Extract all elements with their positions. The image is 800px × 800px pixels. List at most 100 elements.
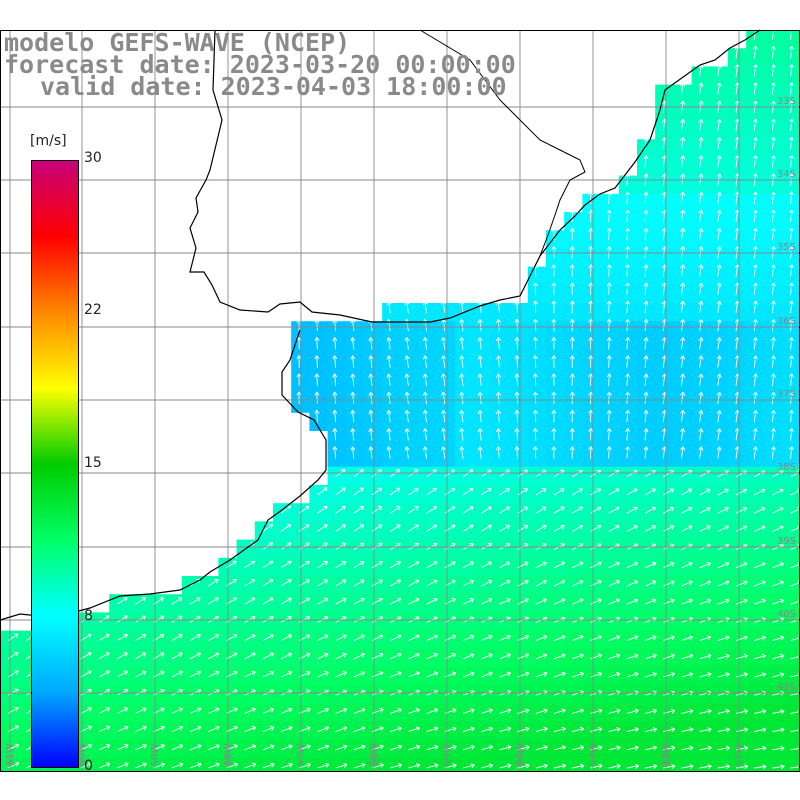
wind-arrow [98, 652, 110, 660]
wind-arrow [499, 671, 512, 678]
wind-arrow [317, 579, 329, 587]
wind-arrow [680, 191, 686, 204]
wind-arrow [244, 670, 256, 678]
wind-cell [728, 284, 747, 304]
wind-cell [637, 321, 656, 340]
wind-arrow [680, 319, 686, 332]
wind-cell [637, 230, 656, 249]
wind-arrow [551, 264, 557, 277]
wind-arrow [681, 727, 694, 733]
wind-cell [527, 394, 547, 413]
wind-arrow [280, 579, 292, 587]
wind-arrow [462, 579, 475, 587]
wind-arrow [608, 470, 620, 478]
wind-cell [546, 448, 565, 468]
wind-arrow [788, 45, 794, 59]
wind-cell [600, 758, 620, 772]
wind-arrow [208, 707, 220, 714]
wind-arrow [663, 635, 675, 642]
wind-arrow [189, 762, 202, 769]
wind-cell [455, 375, 474, 395]
wind-cell [709, 84, 729, 104]
wind-cell [655, 321, 674, 340]
wind-cell [655, 284, 674, 304]
wind-cell [637, 248, 656, 268]
wind-cell [691, 321, 711, 340]
wind-cell [673, 139, 693, 158]
wind-arrow [553, 635, 566, 642]
wind-cell [618, 448, 638, 468]
wind-arrow [590, 763, 603, 769]
wind-cell [764, 375, 784, 395]
wind-cell [728, 139, 747, 158]
wind-cell [764, 84, 784, 104]
wind-cell [709, 357, 729, 377]
wind-arrow [517, 745, 530, 751]
wind-arrow [116, 633, 128, 641]
wind-arrow [717, 506, 729, 514]
wind-arrow [681, 525, 693, 532]
wind-arrow [625, 428, 631, 441]
wind-arrow [317, 561, 329, 569]
wind-cell [673, 121, 693, 140]
wind-arrow [462, 671, 475, 678]
wind-cell [728, 758, 747, 772]
wind-arrow [608, 506, 620, 514]
wind-cell [582, 266, 602, 286]
wind-cell [691, 284, 711, 304]
wind-arrow [426, 579, 438, 587]
wind-arrow [426, 763, 439, 769]
wind-arrow [717, 708, 730, 714]
wind-arrow [499, 726, 512, 733]
wind-arrow [698, 191, 704, 204]
wind-arrow [572, 561, 584, 569]
wind-cell [709, 212, 729, 231]
wind-cell [618, 357, 638, 377]
wind-cell [436, 375, 456, 395]
wind-arrow [770, 264, 776, 277]
wind-arrow [517, 488, 529, 496]
wind-cell [546, 230, 565, 249]
wind-arrow [590, 561, 602, 569]
wind-arrow [699, 525, 711, 532]
wind-arrow [788, 337, 794, 350]
wind-cell [782, 321, 800, 340]
wind-arrow [440, 446, 447, 459]
wind-arrow [770, 191, 776, 204]
wind-arrow [208, 762, 220, 769]
wind-arrow [680, 373, 686, 386]
wind-arrow [569, 227, 575, 241]
wind-arrow [517, 726, 530, 733]
wind-arrow [770, 209, 776, 223]
wind-arrow [262, 579, 274, 587]
wind-cell [709, 157, 729, 177]
wind-arrow [608, 580, 620, 587]
wind-arrow [459, 446, 465, 459]
wind-arrow [680, 209, 686, 223]
wind-cell [345, 375, 365, 395]
wind-cell [691, 758, 711, 772]
wind-arrow [698, 373, 704, 386]
wind-cell [509, 758, 529, 772]
wind-arrow [440, 337, 447, 350]
wind-arrow [717, 653, 730, 660]
wind-arrow [770, 118, 776, 132]
wind-arrow [606, 337, 612, 350]
wind-cell [527, 339, 547, 359]
wind-arrow [535, 579, 547, 587]
wind-cell [455, 758, 474, 772]
wind-arrow [390, 744, 403, 751]
wind-arrow [680, 155, 686, 168]
wind-cell [400, 448, 420, 468]
wind-arrow [481, 598, 493, 605]
wind-arrow [716, 64, 722, 77]
wind-cell [582, 375, 602, 395]
wind-arrow [335, 744, 348, 751]
wind-arrow [386, 355, 392, 368]
wind-cell [655, 394, 674, 413]
wind-arrow [390, 726, 402, 733]
wind-cell [564, 284, 583, 304]
wind-arrow [117, 743, 129, 751]
wind-arrow [353, 542, 365, 550]
wind-arrow [208, 670, 220, 678]
